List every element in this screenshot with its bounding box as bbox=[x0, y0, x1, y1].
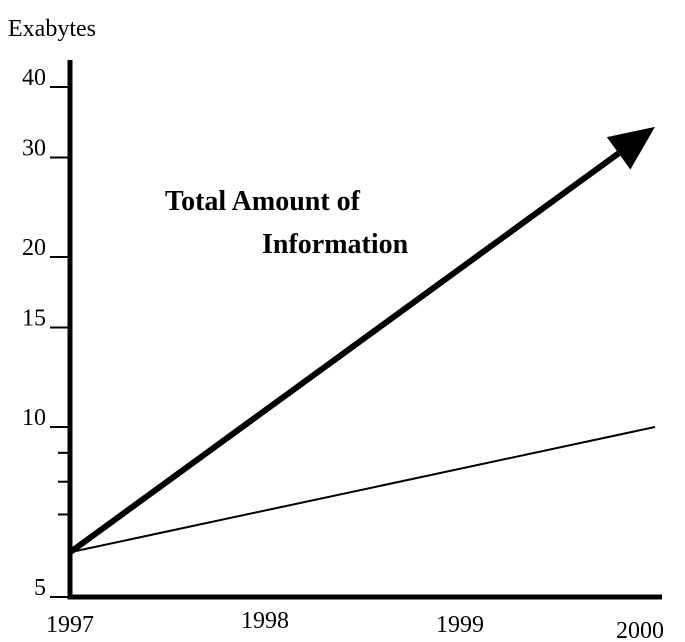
x-tick-label: 1998 bbox=[241, 608, 289, 634]
x-tick-label: 1997 bbox=[46, 612, 94, 638]
y-tick-label: 20 bbox=[22, 235, 46, 261]
y-axis-label: Exabytes bbox=[8, 16, 96, 42]
x-tick-label: 1999 bbox=[436, 612, 484, 638]
annotation: Information bbox=[262, 229, 409, 260]
y-tick-label: 30 bbox=[22, 136, 46, 162]
x-tick-label: 2000 bbox=[616, 618, 664, 642]
arrow-head bbox=[606, 126, 655, 170]
y-tick-label: 15 bbox=[22, 306, 46, 332]
annotation: Total Amount of bbox=[165, 186, 361, 217]
line-series bbox=[69, 426, 656, 554]
y-tick-label: 5 bbox=[34, 575, 46, 601]
y-tick-label: 40 bbox=[22, 65, 46, 91]
line-series bbox=[68, 150, 621, 555]
y-tick-label: 10 bbox=[22, 405, 46, 431]
